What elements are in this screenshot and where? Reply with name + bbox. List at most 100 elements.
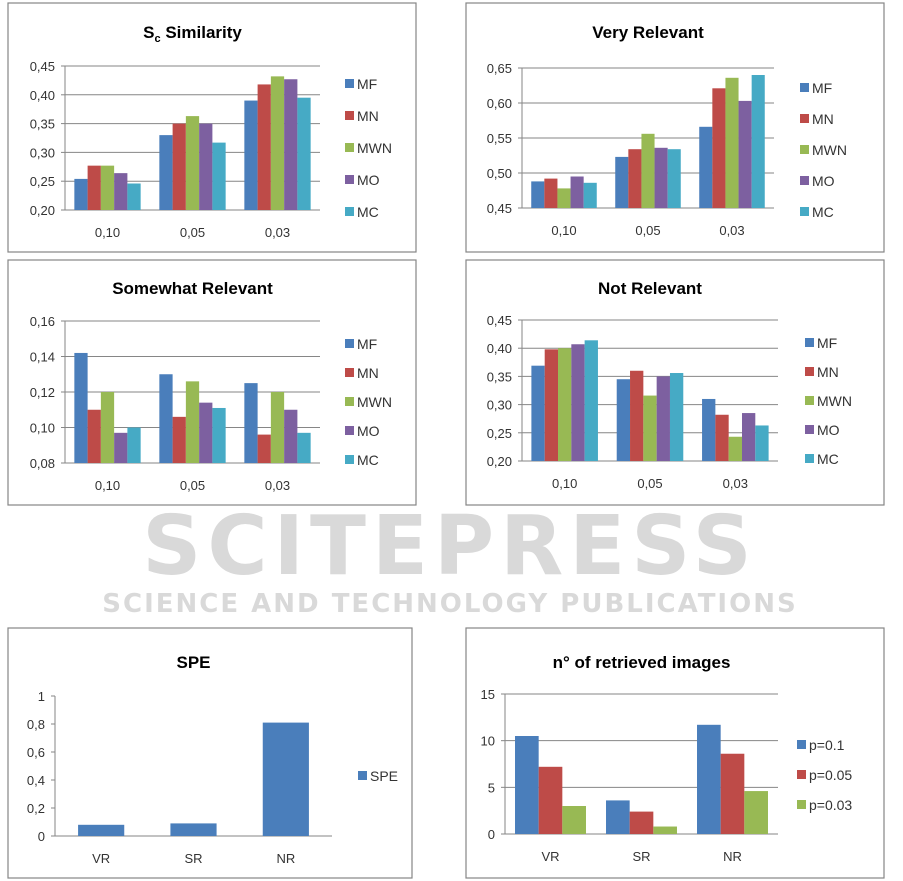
y-tick-label: 0,45	[487, 313, 512, 328]
legend-swatch	[805, 396, 814, 405]
legend-label: MN	[357, 108, 379, 124]
legend-swatch	[805, 425, 814, 434]
bar-mf	[531, 181, 545, 208]
bar-mn	[257, 434, 271, 463]
bar-mf	[74, 178, 88, 210]
bar-mc	[667, 149, 681, 208]
y-tick-label: 0,6	[27, 745, 45, 760]
bar-mo	[114, 173, 128, 210]
y-tick-label: 0,50	[487, 166, 512, 181]
legend-swatch	[345, 339, 354, 348]
x-tick-label: VR	[92, 851, 110, 866]
legend-label: MC	[357, 452, 379, 468]
bar-mwn	[643, 395, 657, 461]
y-tick-label: 0,45	[30, 59, 55, 74]
x-tick-label: 0,05	[180, 225, 205, 240]
y-tick-label: 0,25	[30, 174, 55, 189]
bar-mc	[297, 432, 311, 463]
chart-2: Somewhat Relevant 0,08 0,10 0,12 0,14 0,16 0,1…	[7, 259, 417, 506]
chart-1: Very Relevant 0,45 0,50 0,55 0,60 0,65 0,10 0,0…	[465, 2, 885, 253]
legend-swatch	[345, 143, 354, 152]
y-tick-label: 0,14	[30, 350, 55, 365]
legend-label: MN	[357, 365, 379, 381]
bar-p-0-1	[515, 736, 539, 834]
y-tick-label: 5	[488, 780, 495, 795]
y-tick-label: 0,20	[30, 203, 55, 218]
chart-title: Very Relevant	[592, 23, 704, 42]
legend-label: MO	[812, 173, 835, 189]
x-tick-label: VR	[541, 849, 559, 864]
bar-mf	[699, 126, 713, 208]
bar-p-0-1	[606, 800, 630, 834]
x-tick-label: 0,03	[265, 478, 290, 493]
bar-mn	[544, 349, 559, 461]
legend-swatch	[345, 455, 354, 464]
bar-mo	[199, 402, 213, 463]
x-tick-label: 0,05	[635, 223, 660, 238]
bar-mwn	[270, 76, 285, 210]
bar-mn	[87, 409, 101, 463]
bar-mo	[571, 344, 585, 461]
x-tick-label: 0,10	[551, 223, 576, 238]
legend-swatch	[345, 175, 354, 184]
y-tick-label: 10	[481, 734, 495, 749]
x-tick-label: 0,05	[637, 476, 662, 491]
legend-label: MN	[817, 364, 839, 380]
bar-mo	[656, 376, 670, 461]
y-tick-label: 0,40	[30, 88, 55, 103]
bar-mn	[172, 416, 186, 463]
legend-swatch	[805, 454, 814, 463]
legend-label: MC	[357, 204, 379, 220]
watermark-sub: SCIENCE AND TECHNOLOGY PUBLICATIONS	[102, 589, 797, 619]
legend-label: MWN	[357, 394, 392, 410]
legend-label: p=0.1	[809, 737, 845, 753]
bar-p-0-05	[629, 811, 654, 834]
bar-mf	[615, 156, 629, 208]
bar-mo	[654, 147, 668, 208]
chart-5: n° of retrieved images 0 5 10 15 VR SR NR p=0.1 p…	[465, 627, 885, 879]
legend-swatch	[345, 111, 354, 120]
bar-mc	[751, 75, 765, 208]
legend-swatch	[345, 368, 354, 377]
chart-title: Not Relevant	[598, 279, 702, 298]
legend-label: p=0.03	[809, 797, 852, 813]
bar-mo	[284, 79, 298, 210]
y-tick-label: 0,35	[30, 117, 55, 132]
y-tick-label: 0,4	[27, 773, 45, 788]
legend-label: MC	[817, 451, 839, 467]
bar-mf	[159, 374, 173, 463]
legend-label: MWN	[357, 140, 392, 156]
x-tick-label: SR	[632, 849, 650, 864]
bar-mc	[212, 407, 226, 463]
bar-mwn	[270, 392, 285, 463]
y-tick-label: 0,30	[487, 398, 512, 413]
watermark-main: SCITEPRESS	[142, 499, 757, 594]
bar-p-0-05	[538, 766, 563, 834]
chart-frame	[465, 2, 885, 253]
legend-swatch	[345, 426, 354, 435]
x-tick-label: 0,05	[180, 478, 205, 493]
bar-mc	[127, 183, 141, 210]
x-tick-label: 0,10	[95, 225, 120, 240]
bar-p-0-03	[653, 826, 677, 834]
bar-p-0-05	[720, 753, 745, 834]
bar-mn	[715, 414, 729, 461]
bar-mc	[583, 182, 597, 208]
bar-mn	[172, 123, 186, 210]
legend-swatch	[800, 83, 809, 92]
x-tick-label: 0,03	[719, 223, 744, 238]
legend-label: MF	[812, 80, 832, 96]
bar-mc	[297, 97, 311, 210]
bar-mwn	[725, 77, 739, 208]
bar-mwn	[100, 392, 115, 463]
bar-mo	[199, 123, 213, 210]
y-tick-label: 0,45	[487, 201, 512, 216]
bar-mo	[284, 409, 298, 463]
bar-mn	[87, 165, 101, 210]
y-tick-label: 0,30	[30, 145, 55, 160]
y-tick-label: 0,55	[487, 131, 512, 146]
legend-label: SPE	[370, 768, 398, 784]
bar-p-0-1	[697, 724, 721, 834]
bar-spe	[78, 824, 125, 836]
